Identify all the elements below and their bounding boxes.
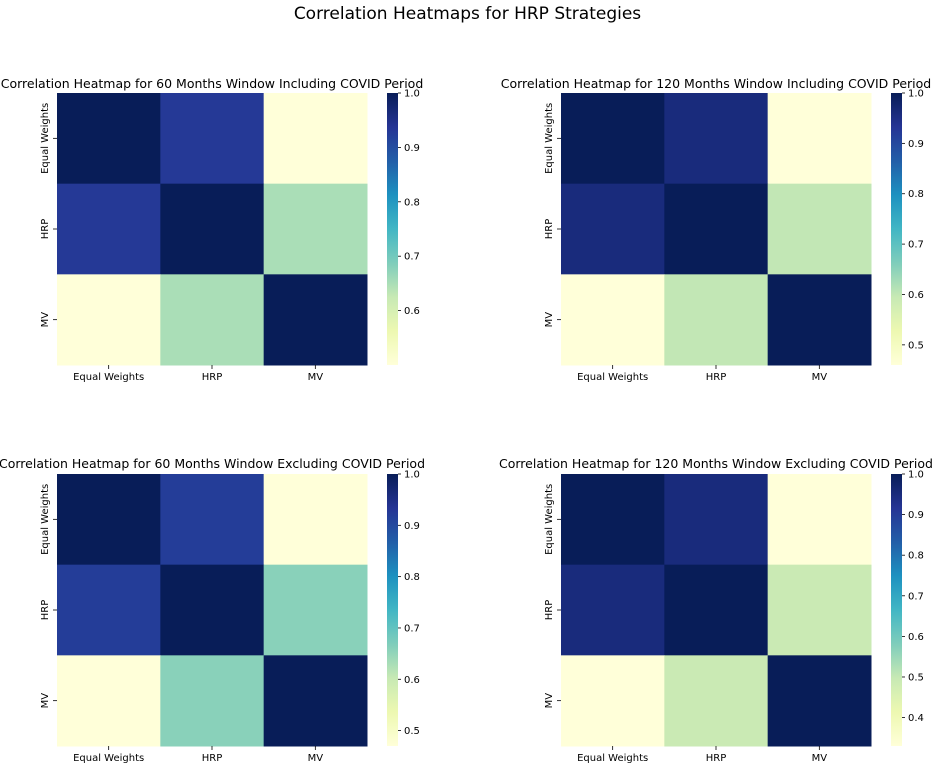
heatmap-cell-0-2 [263,93,368,185]
x-tick-label: HRP [706,753,727,764]
x-tick-label: HRP [202,753,223,764]
colorbar-tick-label: 0.9 [908,510,924,521]
colorbar-tick-label: 0.7 [908,240,924,251]
x-tick-label: MV [812,372,828,383]
heatmap-title: Correlation Heatmap for 60 Months Window… [0,456,425,471]
heatmap-cell-2-1 [664,655,769,747]
heatmap-cell-2-2 [263,274,368,366]
colorbar-tick-label: 0.8 [404,197,420,208]
colorbar-tick-label: 0.7 [908,591,924,602]
heatmap-title: Correlation Heatmap for 60 Months Window… [1,76,424,91]
colorbar-tick-label: 0.9 [404,143,420,154]
colorbar [891,474,902,746]
heatmap-cell-2-0 [561,274,665,366]
y-tick-label: MV [544,312,555,328]
heatmap-cell-1-0 [561,564,665,656]
colorbar-tick-label: 0.5 [404,726,420,737]
x-tick-label: MV [812,753,828,764]
figure-title: Correlation Heatmaps for HRP Strategies [293,4,642,24]
heatmap-cell-1-0 [57,183,161,275]
colorbar-tick-label: 0.6 [404,675,420,686]
x-tick-label: MV [308,753,324,764]
y-tick-label: Equal Weights [544,484,555,555]
heatmap-cell-2-1 [160,274,265,366]
y-tick-label: HRP [40,219,51,240]
colorbar-tick-label: 0.9 [404,521,420,532]
y-tick-label: Equal Weights [544,103,555,174]
y-tick-label: HRP [544,600,555,621]
heatmap-cell-0-1 [160,474,265,566]
colorbar-tick-label: 0.9 [908,139,924,150]
heatmap-cell-1-2 [767,183,872,275]
heatmap-panel-4: Correlation Heatmap for 120 Months Windo… [499,456,933,764]
colorbar-tick-label: 1.0 [404,89,420,100]
heatmap-panel-1: Correlation Heatmap for 60 Months Window… [1,76,424,383]
x-tick-label: HRP [706,372,727,383]
heatmap-cell-0-1 [664,93,769,185]
colorbar [387,474,398,746]
heatmap-cell-0-0 [57,93,161,185]
heatmap-cell-0-2 [767,474,872,566]
heatmap-cell-2-0 [57,655,161,747]
colorbar-tick-label: 0.8 [908,189,924,200]
y-tick-label: MV [40,312,51,328]
heatmap-cell-1-1 [664,183,769,275]
colorbar-tick-label: 1.0 [908,470,924,481]
colorbar-tick-label: 0.6 [908,290,924,301]
heatmap-cell-0-2 [263,474,368,566]
colorbar-tick-label: 0.6 [908,632,924,643]
heatmap-title: Correlation Heatmap for 120 Months Windo… [499,456,933,471]
colorbar-tick-label: 1.0 [404,470,420,481]
heatmap-cell-2-2 [767,655,872,747]
x-tick-label: Equal Weights [577,372,648,383]
heatmap-cell-0-0 [561,474,665,566]
y-tick-label: MV [544,693,555,709]
colorbar [387,93,398,365]
colorbar-tick-label: 0.5 [908,672,924,683]
heatmap-cell-1-2 [767,564,872,656]
heatmap-cell-0-1 [664,474,769,566]
heatmap-cell-1-2 [263,564,368,656]
heatmap-title: Correlation Heatmap for 120 Months Windo… [501,76,932,91]
colorbar-tick-label: 1.0 [908,89,924,100]
heatmap-cell-2-2 [767,274,872,366]
heatmap-cell-2-2 [263,655,368,747]
colorbar-tick-label: 0.7 [404,252,420,263]
heatmap-cell-2-1 [664,274,769,366]
colorbar-tick-label: 0.6 [404,306,420,317]
heatmap-cell-0-0 [561,93,665,185]
heatmap-panel-2: Correlation Heatmap for 120 Months Windo… [501,76,932,383]
heatmap-cell-1-0 [561,183,665,275]
heatmap-panel-3: Correlation Heatmap for 60 Months Window… [0,456,425,764]
x-tick-label: Equal Weights [73,372,144,383]
colorbar-tick-label: 0.8 [908,551,924,562]
heatmap-cell-2-0 [57,274,161,366]
colorbar [891,93,902,365]
y-tick-label: MV [40,693,51,709]
colorbar-tick-label: 0.5 [908,340,924,351]
x-tick-label: HRP [202,372,223,383]
y-tick-label: Equal Weights [40,484,51,555]
colorbar-tick-label: 0.7 [404,623,420,634]
heatmap-cell-0-0 [57,474,161,566]
heatmap-cell-1-1 [160,183,265,275]
heatmap-cell-0-1 [160,93,265,185]
x-tick-label: MV [308,372,324,383]
x-tick-label: Equal Weights [73,753,144,764]
heatmap-cell-2-0 [561,655,665,747]
heatmap-cell-1-0 [57,564,161,656]
heatmap-cell-1-1 [664,564,769,656]
heatmap-cell-1-1 [160,564,265,656]
y-tick-label: HRP [544,219,555,240]
y-tick-label: Equal Weights [40,103,51,174]
colorbar-tick-label: 0.4 [908,713,924,724]
y-tick-label: HRP [40,600,51,621]
heatmap-cell-1-2 [263,183,368,275]
colorbar-tick-label: 0.8 [404,572,420,583]
heatmap-cell-0-2 [767,93,872,185]
x-tick-label: Equal Weights [577,753,648,764]
heatmap-cell-2-1 [160,655,265,747]
